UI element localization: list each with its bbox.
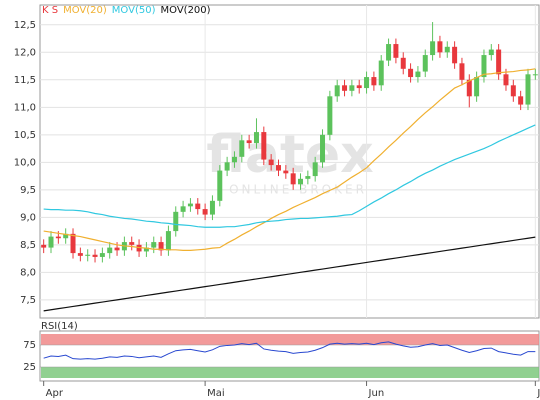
rsi-band: [41, 367, 539, 378]
moving-average-line: [43, 124, 536, 228]
candle-body: [532, 74, 538, 76]
candle-body: [444, 46, 450, 53]
candle-body: [408, 68, 414, 78]
candle-body: [342, 85, 348, 91]
candle-body: [371, 77, 377, 86]
candle-body: [393, 44, 399, 58]
candle-body: [253, 132, 259, 144]
grid-layer: [40, 5, 539, 318]
y-tick-label: 9,5: [20, 185, 36, 196]
rsi-band: [41, 334, 539, 345]
legend-entry: K S: [42, 5, 58, 16]
candle-body: [488, 49, 494, 56]
candle-body: [510, 85, 516, 97]
candle-body: [202, 209, 208, 215]
candle-body: [466, 79, 472, 97]
moving-average-line: [43, 68, 536, 251]
candle-body: [415, 71, 421, 78]
rsi-tick-label: 75: [23, 340, 36, 351]
candle-body: [143, 247, 149, 252]
candle-body: [481, 55, 487, 78]
candle-body: [378, 60, 384, 86]
candle-body: [364, 77, 370, 89]
candle-body: [261, 132, 267, 160]
candle-body: [99, 253, 105, 257]
candle-body: [459, 63, 465, 80]
candle-body: [356, 85, 362, 89]
candle-body: [173, 211, 179, 232]
y-tick-label: 7,5: [20, 295, 36, 306]
watermark: flatex: [206, 125, 373, 185]
candle-body: [158, 242, 164, 251]
watermark-sub: ONLINE BROKER: [229, 183, 367, 197]
candle-body: [70, 233, 76, 254]
candle-body: [224, 162, 230, 171]
y-tick-label: 12,0: [14, 47, 36, 58]
candle-body: [320, 134, 326, 163]
candle-body: [496, 49, 502, 75]
candle-body: [503, 74, 509, 86]
candle-body: [77, 253, 83, 256]
candle-body: [283, 170, 289, 174]
candle-body: [63, 233, 69, 239]
legend-entry: MOV(20): [63, 5, 107, 16]
candle-body: [327, 96, 333, 135]
candle-body: [92, 254, 98, 257]
candle-body: [312, 162, 318, 177]
candle-body: [400, 57, 406, 69]
candle-body: [217, 170, 223, 201]
candle-body: [290, 173, 296, 185]
y-tick-label: 11,5: [14, 75, 36, 86]
candle-body: [422, 55, 428, 72]
rsi-tick-label: 25: [23, 362, 36, 373]
candle-body: [48, 236, 54, 248]
candle-body: [114, 247, 120, 251]
y-tick-label: 10,5: [14, 130, 36, 141]
candle-body: [55, 236, 61, 239]
candle-body: [430, 41, 436, 56]
candle-body: [209, 200, 215, 215]
y-tick-label: 10,0: [14, 157, 36, 168]
candle-body: [305, 176, 311, 179]
legend-entry: MOV(200): [161, 5, 211, 16]
candle-body: [268, 159, 274, 166]
candle-body: [437, 41, 443, 53]
candle-body: [275, 165, 281, 171]
y-tick-label: 8,5: [20, 240, 36, 251]
candle-body: [474, 77, 480, 97]
moving-average-line: [43, 236, 536, 312]
candle-body: [349, 85, 355, 91]
x-tick-label: J: [536, 388, 540, 399]
candle-body: [129, 242, 135, 245]
candle-body: [151, 242, 157, 248]
candle-body: [187, 203, 193, 207]
candle-body: [239, 140, 245, 157]
y-tick-label: 12,5: [14, 20, 36, 31]
candle-body: [298, 178, 304, 185]
candle-body: [334, 85, 340, 97]
candle-body: [386, 44, 392, 61]
candle-body: [180, 206, 186, 212]
x-tick-label: Jun: [368, 388, 385, 399]
candle-body: [246, 140, 252, 144]
candle-body: [518, 96, 524, 105]
y-tick-label: 9,0: [20, 212, 36, 223]
x-tick-label: Mai: [207, 388, 225, 399]
candle-body: [41, 244, 47, 248]
candle-body: [231, 156, 237, 163]
candle-body: [195, 203, 201, 210]
rsi-line: [43, 341, 536, 360]
rsi-title: RSI(14): [41, 321, 78, 332]
x-tick-label: Apr: [46, 388, 64, 399]
candle-body: [107, 247, 113, 254]
candle-body: [452, 46, 458, 64]
legend-entry: MOV(50): [112, 5, 156, 16]
y-tick-label: 8,0: [20, 267, 36, 278]
candle-body: [85, 254, 91, 256]
candle-body: [525, 74, 531, 105]
candle-body: [165, 231, 171, 251]
y-tick-label: 11,0: [14, 102, 36, 113]
